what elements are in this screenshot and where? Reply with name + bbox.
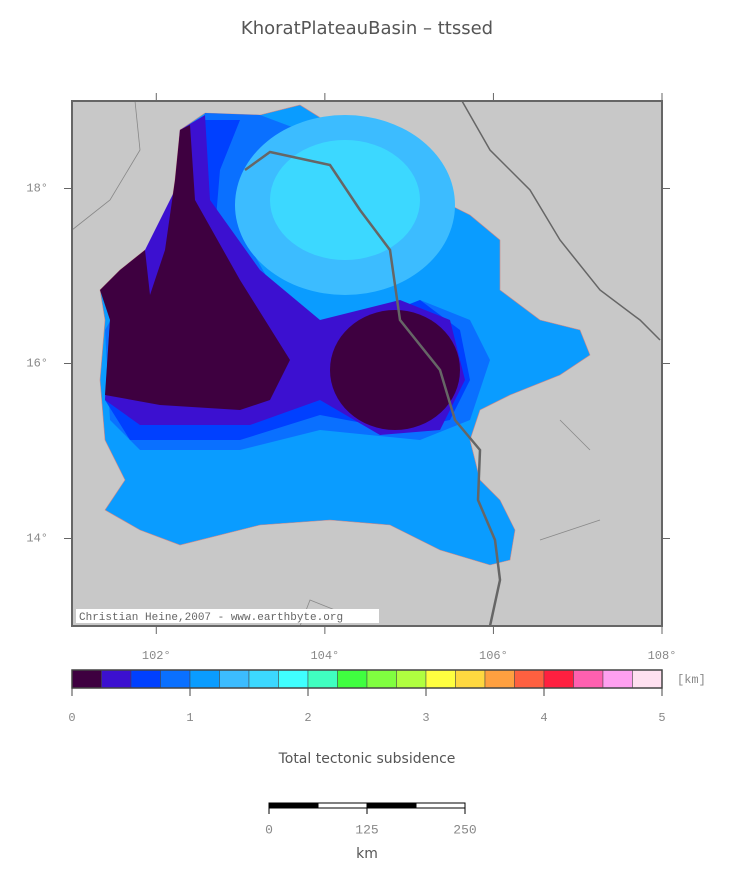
colorbar-swatch — [484, 669, 515, 689]
colorbar-swatch — [366, 669, 397, 689]
colorbar-swatch — [71, 669, 102, 689]
colorbar-tick-label: 0 — [68, 711, 75, 725]
scalebar-tick-label: 0 — [265, 822, 273, 837]
colorbar-tick-label: 1 — [186, 711, 193, 725]
colorbar-swatch — [101, 669, 132, 689]
border — [71, 100, 601, 627]
colorbar-swatch — [248, 669, 279, 689]
colorbar-tick-label: 2 — [304, 711, 311, 725]
colorbar-frame — [71, 669, 663, 689]
colorbar-tick-label: 5 — [658, 711, 665, 725]
colorbar-swatch — [278, 669, 309, 689]
colorbar-swatch — [337, 669, 368, 689]
colorbar-tick-label: 3 — [422, 711, 429, 725]
scalebar-tick-label: 250 — [453, 822, 476, 837]
scalebar-segment — [366, 802, 417, 809]
x-tick-label: 106° — [479, 649, 508, 663]
credit: Christian Heine,2007 - www.earthbyte.org — [79, 612, 343, 624]
colorbar-unit: [km] — [677, 673, 706, 687]
x-tick-label: 102° — [142, 649, 171, 663]
region-cyan — [270, 140, 420, 260]
colorbar-swatch — [219, 669, 250, 689]
credit-box — [76, 609, 379, 623]
title: KhoratPlateauBasin – ttssed — [241, 18, 493, 39]
colorbar-swatch — [160, 669, 191, 689]
colorbar-swatch — [455, 669, 486, 689]
map-ticks: 102° 104° 106° 108° 14° 16° 18° — [26, 93, 676, 663]
x-tick-label: 104° — [310, 649, 339, 663]
colorbar-swatch — [602, 669, 633, 689]
y-tick-label: 18° — [26, 182, 48, 196]
map: Christian Heine,2007 - www.earthbyte.org… — [26, 93, 676, 663]
colorbar-swatch — [130, 669, 161, 689]
region-dark-west — [100, 125, 290, 410]
colorbar-tick-label: 4 — [540, 711, 547, 725]
scalebar-segment — [317, 802, 368, 809]
x-tick-label: 108° — [648, 649, 677, 663]
scalebar: km 0 125 250 — [265, 802, 477, 862]
y-tick-label: 16° — [26, 357, 48, 371]
colorbar-swatch — [307, 669, 338, 689]
coastline — [461, 100, 661, 341]
colorbar-swatch — [189, 669, 220, 689]
colorbar-swatch — [396, 669, 427, 689]
scalebar-segment — [415, 802, 466, 809]
colorbar-swatch — [573, 669, 604, 689]
colorbar-label: Total tectonic subsidence — [278, 751, 456, 767]
scalebar-tick-label: 125 — [355, 822, 378, 837]
scalebar-unit: km — [356, 846, 378, 862]
colorbar-swatch — [514, 669, 545, 689]
colorbar-swatch — [543, 669, 574, 689]
colorbar-swatch — [425, 669, 456, 689]
scalebar-segment — [268, 802, 319, 809]
colorbar: [km] Total tectonic subsidence 0 1 2 3 4 5 — [68, 669, 706, 767]
colorbar-swatch — [632, 669, 663, 689]
region-dark-east — [330, 310, 460, 430]
y-tick-label: 14° — [26, 532, 48, 546]
river — [244, 150, 502, 627]
